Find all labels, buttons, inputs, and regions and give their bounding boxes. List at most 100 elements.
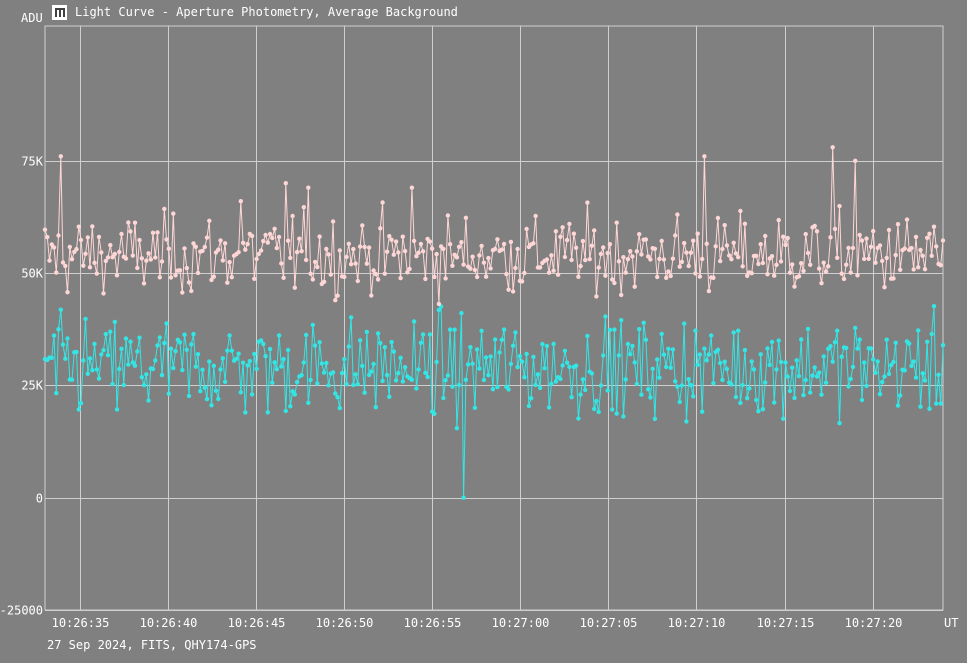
series-2-cyan-point <box>830 359 835 364</box>
series-2-cyan-point <box>733 394 739 400</box>
series-1-pink-point <box>537 265 543 270</box>
series-1-pink-point <box>931 224 937 229</box>
series-1-pink-point <box>738 208 743 214</box>
series-1-pink-point <box>274 245 279 251</box>
series-2-cyan-point <box>659 331 664 337</box>
series-2-cyan-point <box>632 360 637 365</box>
series-2-cyan-point <box>443 378 448 383</box>
series-1-pink-point <box>252 276 257 281</box>
series-2-cyan-point <box>569 395 574 400</box>
series-2-cyan-point <box>515 364 520 370</box>
app-icon[interactable] <box>52 4 67 20</box>
series-2-cyan-point <box>306 400 311 405</box>
series-1-pink-point <box>454 255 460 260</box>
series-1-pink-point <box>814 229 820 234</box>
series-2-cyan-point <box>596 409 601 415</box>
series-2-cyan-point <box>389 339 394 345</box>
series-1-pink-point <box>220 258 225 263</box>
series-2-cyan-point <box>135 349 140 354</box>
series-2-cyan-point <box>87 356 93 361</box>
series-2-cyan-point <box>562 348 568 353</box>
series-1-pink-point <box>225 280 230 285</box>
series-1-pink-point <box>848 270 853 275</box>
series-2-cyan-point <box>918 404 923 409</box>
series-1-pink-point <box>101 291 106 296</box>
series-1-pink-point <box>904 217 910 222</box>
series-1-pink-point <box>258 248 264 253</box>
series-2-cyan-point <box>810 373 815 378</box>
series-1-pink-point <box>839 271 844 276</box>
series-2-cyan-point <box>78 401 84 406</box>
series-2-cyan-point <box>709 333 714 338</box>
series-1-pink-point <box>360 223 365 228</box>
series-2-cyan-point <box>83 316 88 322</box>
x-tick-label: 10:26:55 <box>404 616 462 630</box>
series-1-pink-point <box>202 244 207 250</box>
series-2-cyan-point <box>846 384 851 389</box>
series-1-pink-point <box>443 276 448 281</box>
series-1-pink-point <box>666 269 671 274</box>
series-2-cyan-point <box>817 370 822 375</box>
series-2-cyan-point <box>686 377 691 382</box>
series-1-pink-point <box>567 221 572 227</box>
series-2-cyan-point <box>776 338 781 343</box>
series-2-cyan-point <box>724 366 730 372</box>
series-1-pink-point <box>560 225 565 230</box>
series-2-cyan-point <box>882 374 887 379</box>
series-2-cyan-point <box>324 360 329 366</box>
series-2-cyan-point <box>616 353 622 358</box>
series-layer <box>42 145 946 500</box>
series-2-cyan-point <box>889 362 894 368</box>
series-1-pink-point <box>492 246 498 252</box>
series-2-cyan-point <box>137 335 142 340</box>
series-1-pink-point <box>760 260 766 266</box>
series-2-cyan-point <box>619 318 624 323</box>
series-1-pink-point <box>256 251 261 257</box>
series-1-pink-point <box>472 267 478 273</box>
series-1-pink-point <box>42 227 48 232</box>
series-2-cyan-point <box>751 367 757 372</box>
series-1-pink-point <box>162 206 167 212</box>
y-tick-label: 50K <box>21 267 43 281</box>
series-1-pink-point <box>571 231 577 236</box>
series-2-cyan-point <box>862 360 867 365</box>
series-2-cyan-point <box>416 367 421 372</box>
series-1-pink-point <box>353 261 358 266</box>
series-1-pink-point <box>54 270 59 275</box>
series-1-pink-point <box>513 265 518 271</box>
series-1-pink-point <box>270 235 275 241</box>
series-1-pink-point <box>774 262 779 267</box>
series-2-cyan-point <box>481 377 487 383</box>
series-1-pink-point <box>643 237 649 242</box>
series-1-pink-point <box>639 252 644 257</box>
series-2-cyan-point <box>310 322 315 328</box>
series-2-cyan-point <box>828 344 833 349</box>
series-1-pink-point <box>796 274 802 279</box>
series-1-pink-point <box>128 229 133 234</box>
series-2-cyan-point <box>513 330 518 335</box>
series-2-cyan-point <box>682 321 687 326</box>
series-2-cyan-point <box>267 346 273 352</box>
series-1-pink-point <box>261 238 266 244</box>
series-1-pink-point <box>461 262 466 267</box>
series-1-pink-point <box>94 271 100 276</box>
series-1-pink-point <box>182 246 187 251</box>
x-tick-label: 10:26:50 <box>316 616 374 630</box>
series-2-cyan-point <box>285 347 291 353</box>
series-1-pink-point <box>925 235 930 240</box>
series-1-pink-point <box>612 280 617 286</box>
series-1-pink-point <box>776 217 781 223</box>
series-2-cyan-point <box>729 382 734 387</box>
series-1-pink-point <box>414 254 419 259</box>
series-1-pink-point <box>243 247 248 252</box>
series-2-cyan-point <box>805 326 811 332</box>
series-1-pink-point <box>697 274 703 279</box>
series-2-cyan-point <box>637 327 642 332</box>
series-2-cyan-point <box>585 333 590 339</box>
series-1-pink-point <box>754 253 759 258</box>
series-1-pink-point <box>898 267 903 272</box>
series-2-cyan-point <box>673 379 678 384</box>
series-2-cyan-point <box>695 362 700 368</box>
series-2-cyan-point <box>461 495 466 500</box>
